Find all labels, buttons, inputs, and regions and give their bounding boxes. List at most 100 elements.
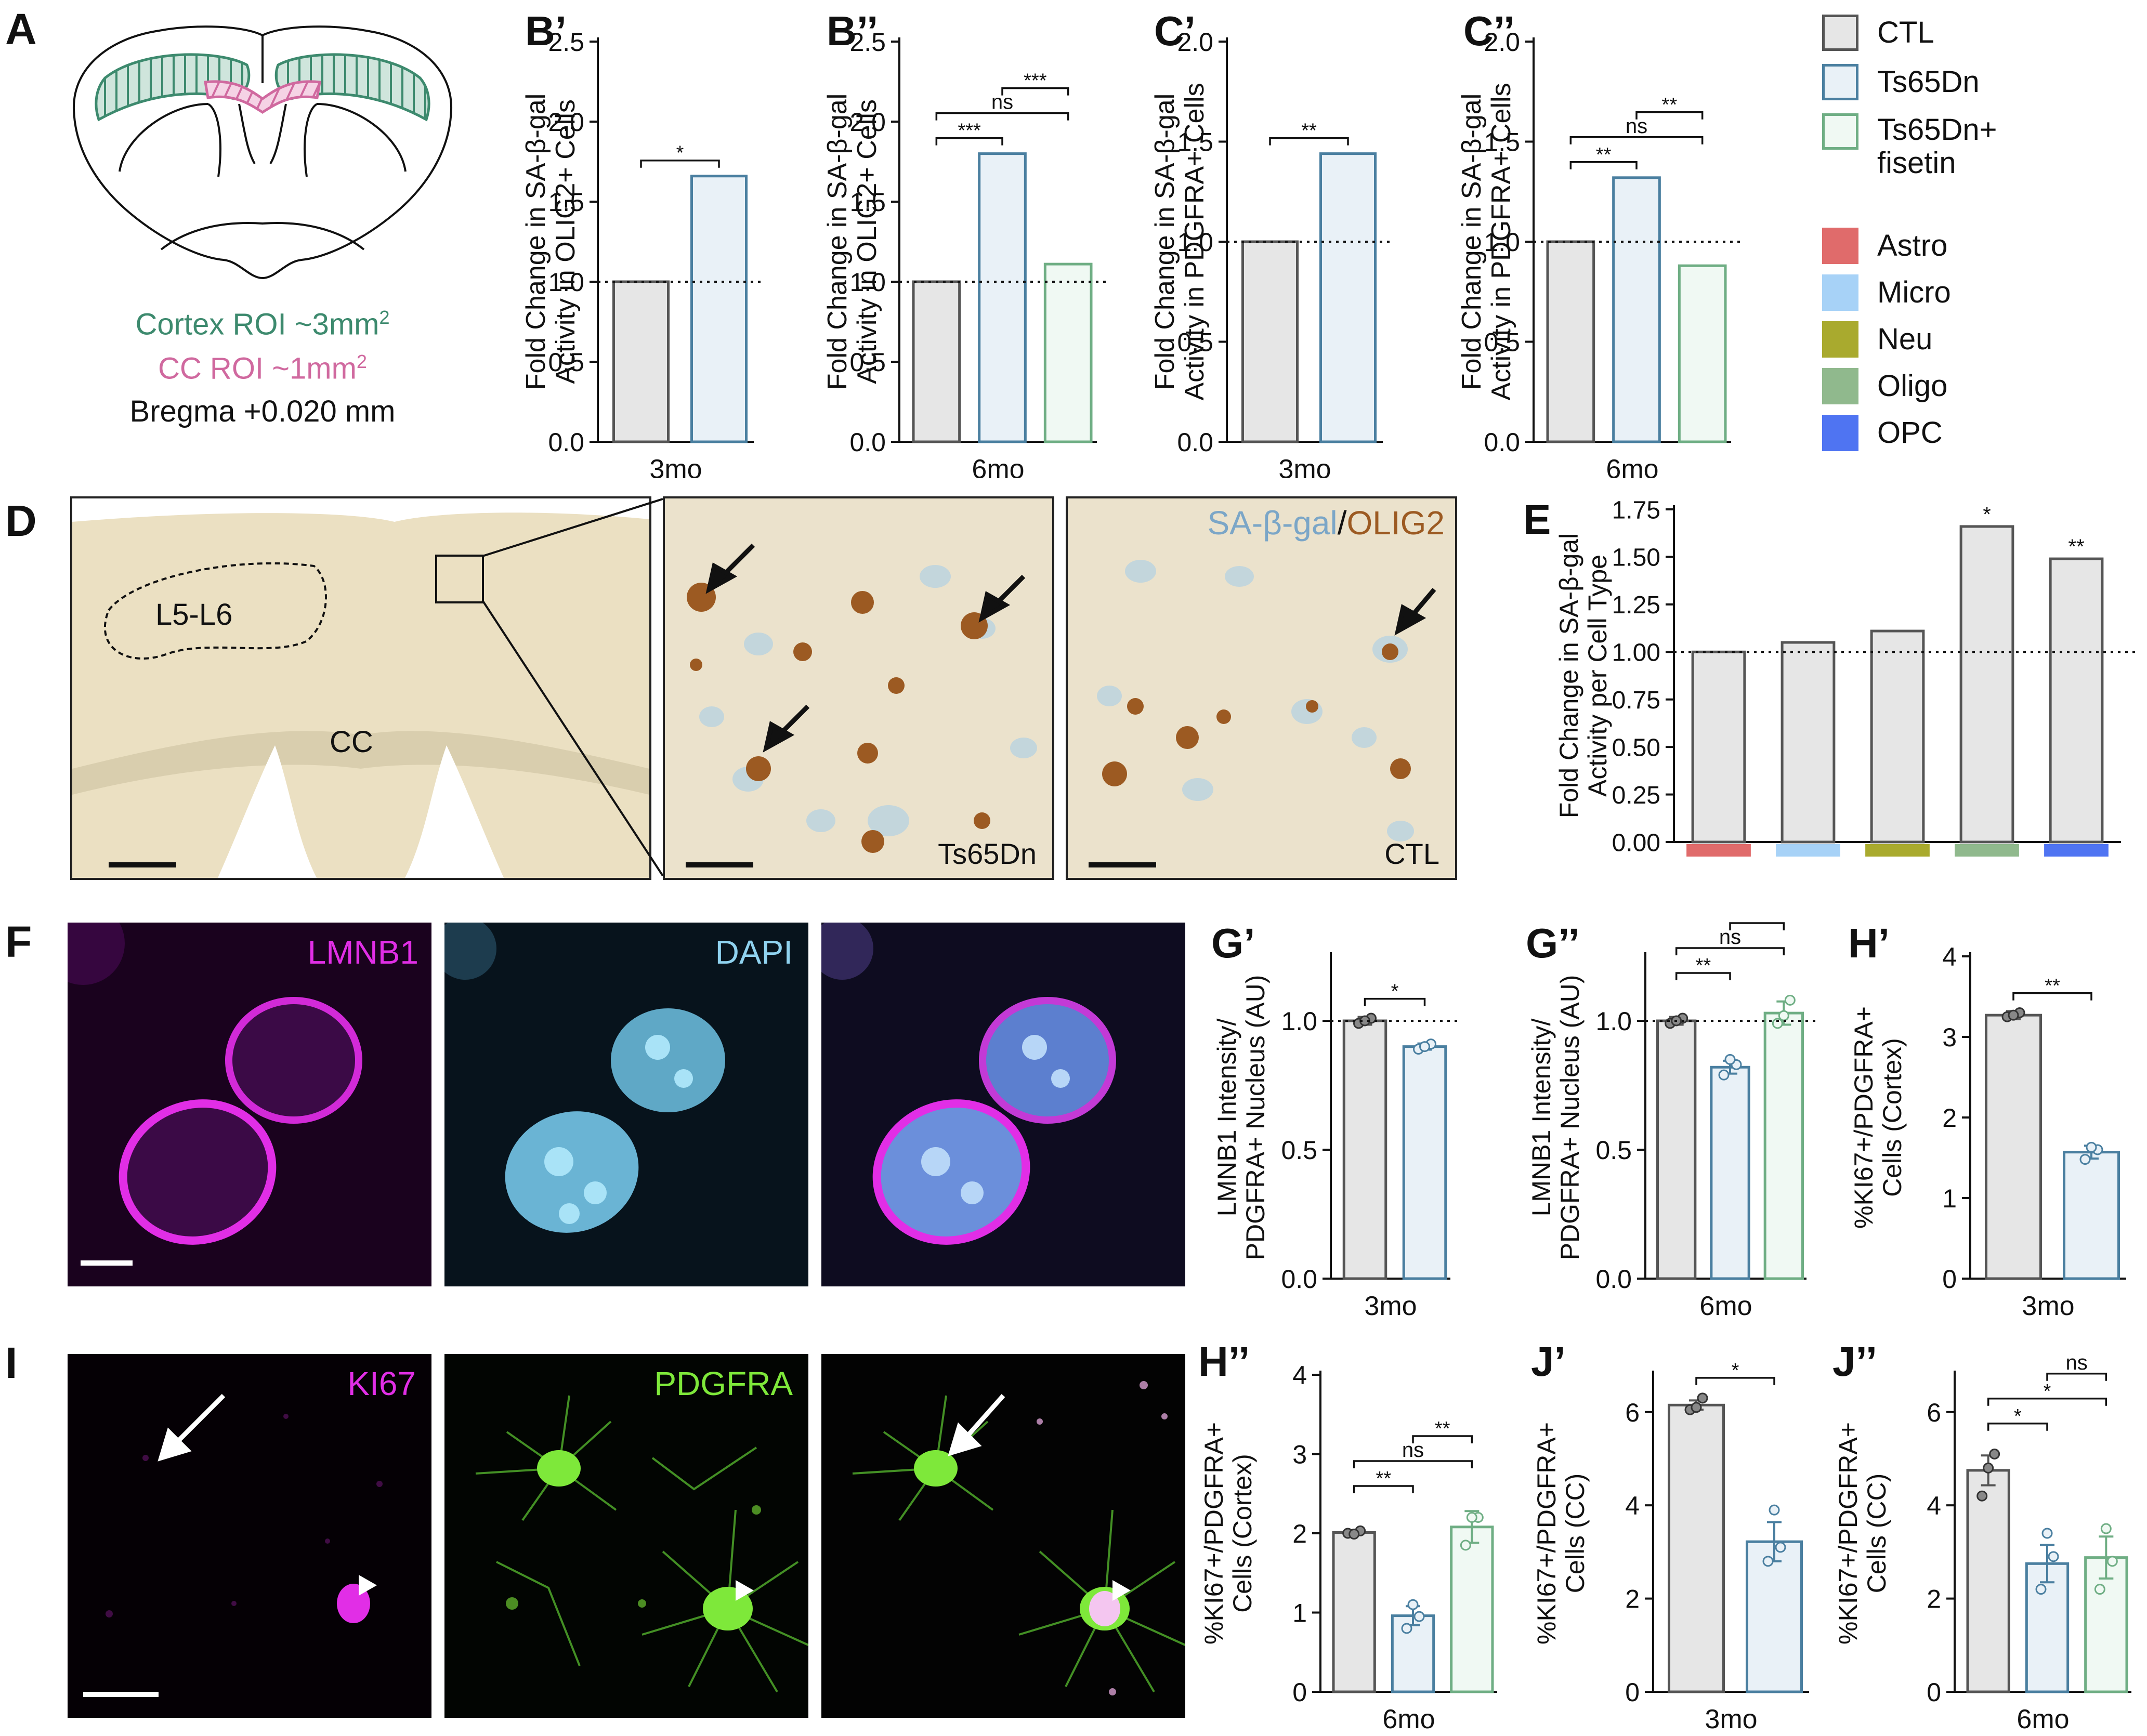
bar <box>1332 1531 1376 1693</box>
x-axis-label: 3mo <box>1364 1291 1417 1321</box>
y-axis-label: LMNB1 Intensity/ <box>1212 1019 1241 1217</box>
significance-bracket <box>1569 161 1638 169</box>
bar <box>1043 262 1093 443</box>
y-tick-label: 1.00 <box>1612 639 1660 667</box>
significance-bracket <box>935 112 1069 121</box>
data-point <box>2041 1528 2053 1539</box>
data-point <box>1718 1069 1730 1081</box>
data-point <box>2086 1141 2097 1153</box>
bar <box>1870 629 1925 844</box>
chart-g1: 0.0 0.5 1.0 LMNB1 Intensity/PDGFRA+ Nucleus… <box>1212 952 1461 1321</box>
panel-label-i: I <box>5 1338 18 1387</box>
bar <box>1691 650 1746 844</box>
panel-label-h1: H’ <box>1848 920 1890 966</box>
bar <box>1241 240 1299 443</box>
significance-bracket <box>1412 1435 1473 1443</box>
y-axis-label: Fold Change in SA-β-gal <box>822 94 853 390</box>
bar <box>1612 176 1661 443</box>
bar <box>1546 240 1595 443</box>
panel-label-c1: C’ <box>1154 8 1196 54</box>
bar <box>912 280 961 443</box>
y-tick-label: 0.0 <box>849 428 886 457</box>
y-tick-label: 2.5 <box>548 28 584 57</box>
legend-label: CTL <box>1877 16 1934 50</box>
y-tick-label: 4 <box>1292 1361 1307 1390</box>
y-tick-label: 0.0 <box>1281 1265 1317 1294</box>
y-axis-label: %KI67+/PDGFRA+ <box>1532 1422 1561 1645</box>
y-axis-label: Fold Change in SA-β-gal <box>1457 94 1487 390</box>
x-axis-label: 6mo <box>972 454 1024 478</box>
y-tick-label: 1.0 <box>1281 1007 1317 1036</box>
chart-g2: 0.0 0.5 1.0 LMNB1 Intensity/PDGFRA+ Nucleus… <box>1527 920 1817 1321</box>
y-tick-label: 0 <box>1292 1678 1307 1707</box>
cc-roi <box>204 80 321 114</box>
data-point <box>2035 1584 2047 1595</box>
significance-label: ** <box>1376 1468 1392 1490</box>
significance-bracket <box>1569 136 1704 144</box>
data-point <box>1349 1529 1360 1540</box>
significance-label: * <box>676 142 684 164</box>
data-point <box>1778 1010 1789 1021</box>
significance-bracket <box>1675 947 1785 955</box>
y-axis-label: PDGFRA+ Nucleus (AU) <box>1241 975 1270 1260</box>
legend-label: Micro <box>1877 275 1951 310</box>
bar <box>1710 1066 1750 1280</box>
y-tick-label: 1.0 <box>1484 228 1520 257</box>
channel-label-pdgfra: PDGFRA <box>654 1365 793 1402</box>
y-tick-label: 1.5 <box>1484 128 1520 157</box>
significance-label: * <box>2014 1405 2022 1427</box>
y-tick-label: 0.0 <box>548 428 584 457</box>
y-tick-label: 1.5 <box>1177 128 1213 157</box>
significance-label: ** <box>2045 975 2060 997</box>
data-point <box>1460 1540 1471 1551</box>
panel-label-j1: J’ <box>1531 1338 1566 1385</box>
significance-bracket <box>2012 992 2092 1001</box>
legend-label: Oligo <box>1877 369 1948 403</box>
significance-bracket <box>1675 972 1731 980</box>
y-axis-label: Activity in PDGFRA+ Cells <box>1486 83 1516 400</box>
y-tick-label: 2.5 <box>849 28 886 57</box>
significance-label: ** <box>1662 94 1678 116</box>
chart-j1: 0 2 4 6 %KI67+/PDGFRA+ Cells (CC) 3mo * <box>1532 1360 1809 1734</box>
panel-label-h2: H’’ <box>1198 1338 1250 1385</box>
y-tick-label: 0.5 <box>1177 328 1213 357</box>
data-point <box>1419 1041 1430 1053</box>
y-tick-label: 0.5 <box>849 348 886 377</box>
bar <box>1985 1014 2042 1280</box>
y-tick-label: 2.0 <box>1177 28 1213 57</box>
bar <box>978 152 1027 443</box>
y-axis-label: Activity in OLIG2+ Cells <box>852 99 882 384</box>
data-point <box>2008 1009 2019 1021</box>
bar <box>2063 1151 2120 1280</box>
significance-label: ** <box>1749 920 1765 927</box>
bregma-label: Bregma +0.020 mm <box>129 394 396 428</box>
bar <box>690 175 748 443</box>
y-axis-label: %KI67+/PDGFRA+ <box>1199 1422 1228 1645</box>
bar-significance: ** <box>2068 535 2084 558</box>
legend-swatch <box>1822 368 1858 404</box>
data-point <box>1989 1449 2000 1459</box>
panel-label-j2: J’’ <box>1832 1338 1877 1385</box>
significance-bracket <box>1269 137 1349 146</box>
y-tick-label: 1.5 <box>548 188 584 217</box>
bar <box>1966 1469 2010 1693</box>
legend-swatch <box>1822 15 1858 51</box>
significance-label: * <box>2044 1380 2051 1402</box>
image-merge-ki67-pdgfra <box>821 1354 1185 1718</box>
data-point <box>1691 1402 1702 1413</box>
y-tick-label: 2.0 <box>849 108 886 137</box>
y-axis-label: %KI67+/PDGFRA+ <box>1849 1006 1878 1229</box>
data-point <box>1697 1392 1708 1404</box>
y-tick-label: 0.5 <box>1595 1136 1632 1165</box>
y-tick-label: 0.75 <box>1612 687 1660 714</box>
y-tick-label: 0.5 <box>548 348 584 377</box>
cc-roi-label: CC ROI ~1mm2 <box>158 351 367 386</box>
bar <box>2049 557 2104 844</box>
legend-item-ctl: CTL <box>1822 15 1934 51</box>
y-tick-label: 1.0 <box>1177 228 1213 257</box>
x-axis-label: 6mo <box>1382 1704 1435 1734</box>
y-tick-label: 1.0 <box>548 268 584 297</box>
region-label-l5-l6: L5-L6 <box>155 598 233 632</box>
legend-swatch <box>1822 274 1858 311</box>
y-tick-label: 1.0 <box>849 268 886 297</box>
